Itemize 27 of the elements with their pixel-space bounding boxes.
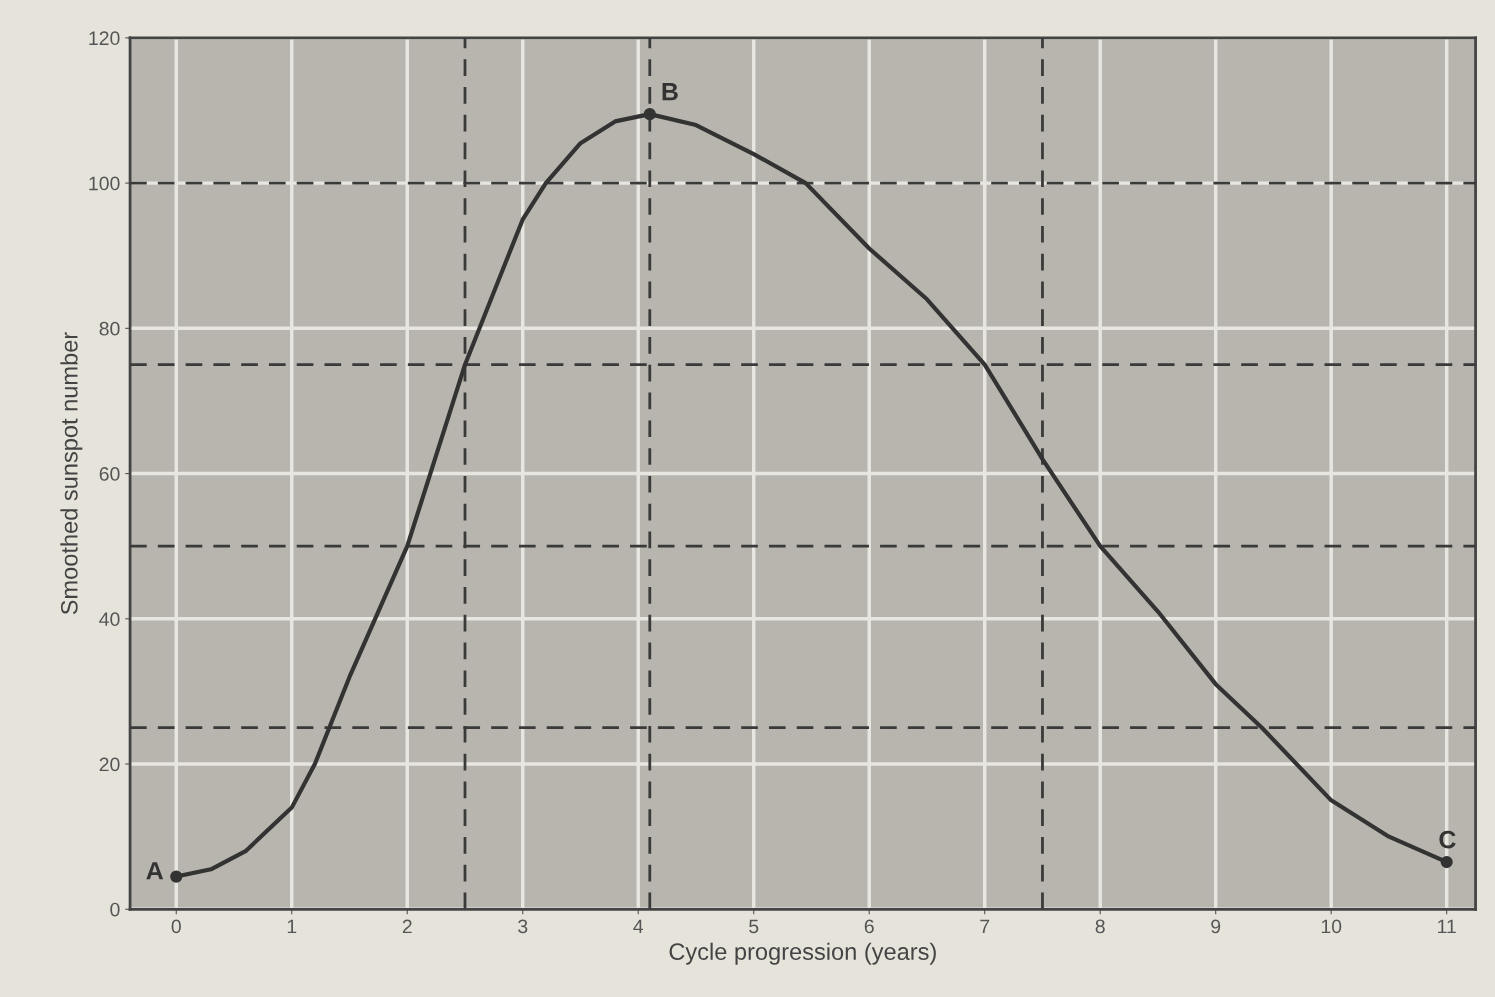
x-axis-title: Cycle progression (years) <box>669 942 936 965</box>
annotation: C <box>1439 830 1456 849</box>
x-tick-label: 7 <box>980 919 990 934</box>
annotation: B <box>662 83 678 101</box>
x-tick-label: 5 <box>749 919 759 934</box>
y-tick-label: 60 <box>99 467 120 481</box>
x-tick-label: 11 <box>1438 919 1456 934</box>
x-tick-label: 3 <box>518 919 528 934</box>
x-tick-label: 0 <box>171 919 181 934</box>
x-tick-label: 1 <box>287 919 297 934</box>
y-tick-label: 40 <box>99 612 120 627</box>
point <box>170 870 183 883</box>
x-tick-label: 4 <box>633 919 644 934</box>
x-tick-label: 2 <box>402 919 412 934</box>
x-tick-label: 10 <box>1321 919 1342 934</box>
y-tick-label: 0 <box>110 902 120 917</box>
x-tick-label: 8 <box>1095 919 1105 934</box>
point <box>1440 855 1453 869</box>
y-axis-title: Smoothed sunspot number <box>60 332 83 615</box>
y-tick-label: 20 <box>99 757 120 772</box>
y-tick-label: 100 <box>89 176 120 191</box>
point <box>643 108 656 121</box>
y-tick-label: 120 <box>89 31 120 46</box>
x-tick-label: 9 <box>1211 919 1221 934</box>
x-tick-label: 6 <box>864 919 874 934</box>
y-tick-label: 80 <box>99 321 120 336</box>
annotation: A <box>146 862 164 880</box>
